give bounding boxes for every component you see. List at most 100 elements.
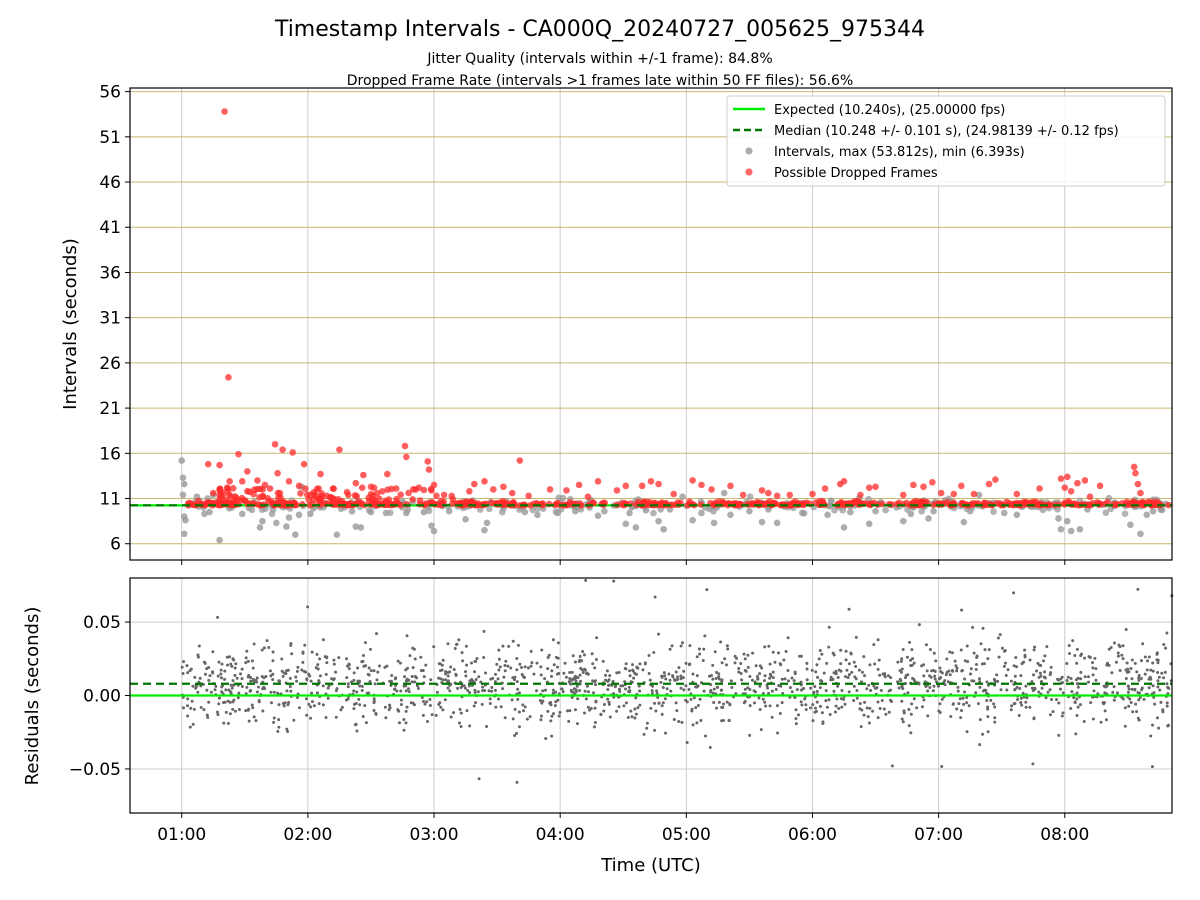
residual-point [206, 716, 210, 720]
interval-point [486, 505, 493, 513]
residual-point [249, 689, 253, 693]
residual-point [702, 647, 706, 651]
residual-point [606, 697, 610, 701]
residual-point [511, 639, 515, 643]
dropped-frame-point [1036, 485, 1043, 492]
residual-point [517, 710, 521, 714]
residual-point [689, 697, 693, 701]
residual-point [503, 663, 507, 667]
residual-point [352, 671, 356, 675]
residual-point [888, 698, 892, 702]
residual-point [543, 688, 547, 692]
residual-point [647, 653, 651, 657]
residual-point [194, 686, 198, 690]
residual-point [352, 702, 356, 706]
residual-point [697, 647, 701, 651]
interval-point [872, 507, 879, 515]
residual-point [898, 669, 902, 673]
residual-point [940, 764, 944, 768]
dropped-frame-point [638, 482, 646, 490]
residual-point [882, 707, 886, 711]
residual-point [276, 729, 280, 733]
residual-point [582, 711, 586, 715]
residual-point [369, 669, 373, 673]
residual-point [377, 664, 381, 668]
residual-point [855, 696, 859, 700]
residual-point [1065, 679, 1069, 683]
residual-point [437, 662, 441, 666]
residual-point [219, 676, 223, 680]
residuals-y-axis-label: Residuals (seconds) [22, 607, 43, 786]
residual-point [295, 696, 299, 700]
residual-point [993, 720, 997, 724]
dropped-frame-point [622, 482, 630, 490]
residual-point [790, 676, 794, 680]
residual-point [345, 676, 349, 680]
residual-point [546, 667, 550, 671]
residual-point [819, 679, 823, 683]
residual-point [816, 675, 820, 679]
residual-point [1149, 734, 1153, 738]
residual-point [1133, 687, 1137, 691]
interval-point [824, 511, 831, 519]
residual-point [713, 650, 717, 654]
interval-point [689, 516, 696, 524]
interval-point [930, 507, 937, 515]
dropped-frame-point [765, 489, 772, 497]
residual-point [388, 703, 392, 707]
dropped-frame-point [323, 492, 331, 500]
residual-point [933, 677, 937, 681]
residual-point [388, 679, 392, 683]
residual-point [1043, 654, 1047, 658]
residual-point [982, 662, 986, 666]
residual-point [307, 702, 311, 706]
dropped-frame-point [261, 481, 269, 489]
intervals-y-tick-label: 46 [99, 173, 121, 193]
residual-point [390, 674, 394, 678]
residual-point [473, 659, 477, 663]
residual-point [970, 679, 974, 683]
residual-point [394, 676, 398, 680]
residual-point [356, 666, 360, 670]
residual-point [491, 676, 495, 680]
residual-point [995, 673, 999, 677]
residual-point [1093, 656, 1097, 660]
legend-median-label: Median (10.248 +/- 0.101 s), (24.98139 +… [774, 124, 1119, 139]
residual-point [906, 691, 910, 695]
residual-point [443, 698, 447, 702]
residual-point [1128, 697, 1132, 701]
dropped-frame-point [1096, 482, 1104, 490]
residual-point [1159, 700, 1163, 704]
residual-point [513, 707, 517, 711]
dropped-frame-point [329, 485, 337, 492]
residual-point [852, 660, 856, 664]
residual-point [205, 688, 209, 692]
residual-point [530, 661, 534, 665]
residual-point [1137, 678, 1141, 682]
residual-point [682, 669, 686, 673]
residual-point [475, 656, 479, 660]
residual-point [228, 655, 232, 659]
residual-point [917, 623, 921, 627]
residual-point [615, 671, 619, 675]
dropped-frame-point [336, 446, 343, 453]
residual-point [948, 650, 952, 654]
residual-point [664, 677, 668, 681]
residual-point [316, 663, 320, 667]
residual-point [455, 642, 459, 646]
interval-point [178, 457, 186, 464]
residual-point [215, 710, 219, 714]
dropped-frame-point [409, 496, 416, 503]
residual-point [482, 655, 486, 659]
residual-point [578, 654, 582, 658]
dropped-frame-point [516, 457, 524, 464]
residual-point [456, 686, 460, 690]
interval-point [1000, 509, 1008, 517]
residual-point [805, 667, 809, 671]
residual-point [404, 721, 408, 725]
residual-point [216, 615, 220, 619]
residual-point [250, 703, 254, 707]
residual-point [367, 673, 371, 677]
residual-point [974, 668, 978, 672]
residual-point [300, 668, 304, 672]
